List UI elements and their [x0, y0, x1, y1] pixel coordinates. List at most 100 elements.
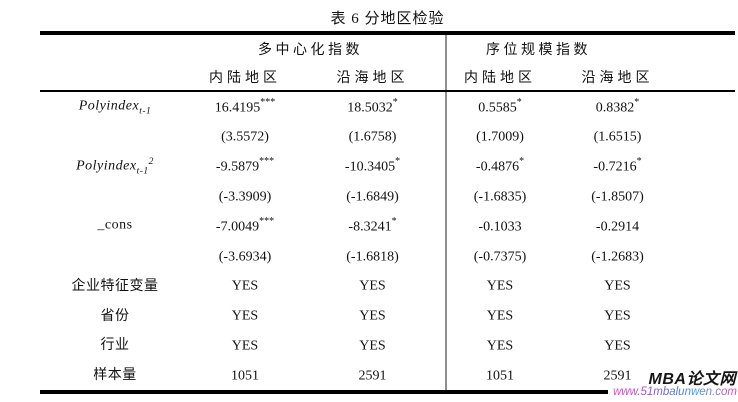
data-cell: YES	[445, 276, 555, 295]
cell-value: 2591	[358, 368, 387, 384]
data-cell: YES	[445, 336, 555, 355]
table-title: 表 6 分地区检验	[330, 11, 445, 27]
cell-value: (1.6515)	[593, 130, 642, 146]
row-label: 行业	[40, 334, 190, 356]
cell-value: (-1.8507)	[591, 189, 644, 205]
cell-value: -10.3405	[344, 159, 396, 175]
cell-value: -7.0049	[215, 219, 260, 235]
table-row: 企业特征变量 YES YES YES YES	[40, 271, 735, 301]
data-cell: (-1.6818)	[300, 247, 445, 266]
row-label: 企业特征变量	[40, 275, 190, 297]
cell-value: YES	[486, 308, 514, 324]
cell-value: 1051	[486, 368, 514, 384]
data-cell: YES	[445, 306, 555, 325]
table-header: 多中心化指数 序位规模指数 内陆地区 沿海地区 内陆地区 沿海地区	[40, 35, 735, 90]
table-row: Polyindext-1 16.4195*** 18.5032* 0.5585* 0.8…	[40, 92, 735, 122]
row-label-subscript: t-1	[136, 166, 149, 177]
significance-stars: ***	[259, 215, 275, 227]
cell-value: -9.5879	[215, 159, 260, 175]
data-cell: 0.5585*	[445, 96, 555, 117]
data-cell: YES	[190, 336, 300, 355]
data-cell: (-1.6849)	[300, 187, 445, 206]
cell-value: (-1.2683)	[591, 249, 644, 265]
table-row: (3.5572) (1.6758) (1.7009) (1.6515)	[40, 122, 735, 152]
data-cell: -8.3241*	[300, 215, 445, 236]
significance-stars: *	[391, 215, 397, 227]
row-label: Polyindext-12	[40, 157, 190, 176]
data-cell: -0.2914	[555, 217, 680, 236]
cell-value: YES	[231, 308, 259, 324]
cell-value: (-3.6934)	[218, 249, 272, 265]
data-cell: 2591	[555, 366, 680, 385]
watermark-brand: MBA论文网	[648, 371, 736, 388]
row-label: 省份	[40, 305, 190, 327]
significance-stars: ***	[259, 156, 275, 168]
data-cell: (1.6758)	[300, 127, 445, 146]
data-cell: YES	[555, 336, 680, 355]
data-cell: 16.4195***	[190, 96, 300, 117]
cell-value: YES	[231, 338, 259, 354]
cell-value: (1.6758)	[348, 130, 397, 146]
cell-value: (-1.6849)	[346, 189, 399, 205]
subheader-coastal-right: 沿海地区	[581, 70, 654, 86]
cell-value: YES	[359, 279, 386, 294]
data-cell: -9.5879***	[190, 156, 300, 176]
cell-value: -0.2914	[595, 219, 640, 235]
row-label-text: 行业	[100, 338, 130, 354]
row-label-text: 企业特征变量	[71, 278, 159, 294]
data-cell: 2591	[300, 366, 445, 385]
significance-stars: *	[395, 156, 401, 168]
table-row: 行业 YES YES YES YES	[40, 330, 735, 360]
data-cell: (-3.6934)	[190, 247, 300, 266]
table-body: Polyindext-1 16.4195*** 18.5032* 0.5585* 0.8…	[40, 92, 735, 390]
data-cell: -7.0049***	[190, 215, 300, 236]
subheader-inland-left: 内陆地区	[209, 70, 281, 86]
cell-value: -8.3241	[348, 219, 392, 235]
data-cell: (-0.7375)	[445, 247, 555, 266]
cell-value: -0.4876	[475, 159, 520, 175]
row-label-text: 省份	[100, 308, 130, 324]
cell-value: 0.8382	[595, 100, 635, 116]
cell-value: YES	[359, 308, 386, 324]
table-row: Polyindext-12 -9.5879*** -10.3405* -0.4876*…	[40, 152, 735, 182]
data-cell: (1.7009)	[445, 127, 555, 146]
significance-stars: ***	[260, 96, 276, 108]
cell-value: YES	[604, 308, 631, 324]
subheader-coastal-left: 沿海地区	[336, 70, 409, 86]
data-cell: 0.8382*	[555, 97, 680, 117]
row-label: 样本量	[40, 364, 190, 386]
cell-value: 2591	[603, 368, 632, 384]
data-cell: -0.4876*	[445, 156, 555, 176]
table-row: (-3.6934) (-1.6818) (-0.7375) (-1.2683)	[40, 241, 735, 271]
cell-value: (3.5572)	[221, 130, 269, 146]
data-cell: (-1.6835)	[445, 187, 555, 206]
cell-value: YES	[486, 279, 514, 294]
watermark-url-text[interactable]: www.51mbalunwen.com	[612, 386, 737, 398]
table-top-border	[40, 31, 735, 35]
data-cell: 18.5032*	[300, 97, 445, 117]
table-row: (-3.3909) (-1.6849) (-1.6835) (-1.8507)	[40, 181, 735, 211]
cell-value: (-0.7375)	[473, 249, 527, 265]
subheader-inland-right: 内陆地区	[464, 70, 536, 86]
cell-value: 0.5585	[478, 100, 517, 116]
data-cell: -0.1033	[445, 217, 555, 236]
row-label: Polyindext-1	[40, 97, 190, 117]
significance-stars: *	[516, 96, 522, 108]
table-row: _cons -7.0049*** -8.3241* -0.1033 -0.2914	[40, 211, 735, 241]
cell-value: YES	[604, 338, 631, 354]
watermark-url[interactable]: www.51mbalunwen.com	[607, 385, 738, 400]
cell-value: (-3.3909)	[218, 189, 272, 205]
cell-value: YES	[359, 338, 386, 354]
row-label-text: 样本量	[93, 368, 137, 384]
significance-stars: *	[636, 156, 642, 168]
row-label-text: Polyindex	[78, 98, 140, 114]
data-cell: (3.5572)	[190, 127, 300, 146]
row-label-superscript: 2	[148, 156, 154, 167]
data-cell: YES	[300, 276, 445, 295]
data-cell: YES	[555, 306, 680, 325]
data-cell: (-3.3909)	[190, 187, 300, 206]
row-label-text: Polyindex	[76, 158, 137, 174]
data-cell: YES	[190, 306, 300, 325]
cell-value: 1051	[231, 368, 259, 384]
